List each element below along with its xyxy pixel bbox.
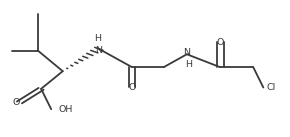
Text: O: O [216,38,224,47]
Text: H: H [94,34,101,43]
Text: O: O [128,83,136,92]
Text: O: O [13,98,20,107]
Text: N: N [183,48,190,57]
Text: N: N [95,46,102,55]
Text: Cl: Cl [266,83,276,92]
Text: H: H [185,60,192,69]
Text: OH: OH [58,105,73,114]
